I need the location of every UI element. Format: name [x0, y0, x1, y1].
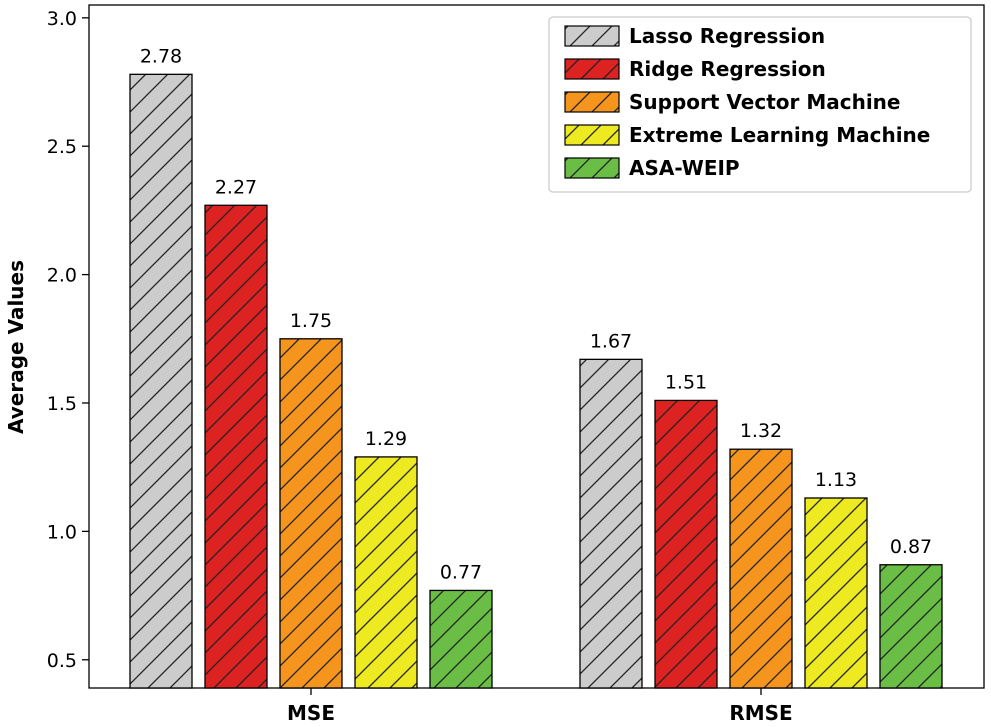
legend-swatch-support-vector-machine [564, 91, 620, 113]
value-label-mse-lasso-regression: 2.78 [140, 45, 182, 67]
y-tick-label: 2.5 [47, 136, 77, 158]
y-tick-label: 1.0 [47, 521, 77, 543]
legend-label-ridge-regression: Ridge Regression [629, 57, 826, 81]
legend-swatch-ridge-regression [564, 58, 620, 80]
value-label-mse-ridge-regression: 2.27 [215, 176, 257, 198]
y-tick-label: 2.0 [47, 265, 77, 287]
legend-label-asa-weip: ASA-WEIP [629, 156, 740, 180]
x-tick-label-mse: MSE [287, 701, 335, 725]
axes: 0.5 1.0 1.5 2.0 2.5 3.0 Average Values MSE RMSE [4, 4, 985, 725]
value-label-mse-asa-weip: 0.77 [440, 561, 482, 583]
value-label-rmse-extreme-learning-machine: 1.13 [815, 469, 857, 491]
bars-group [129, 73, 943, 689]
bar-mse-extreme-learning-machine [354, 456, 418, 689]
bar-rmse-support-vector-machine [729, 448, 793, 689]
y-tick-label: 0.5 [47, 650, 77, 672]
bar-rmse-lasso-regression [579, 358, 643, 689]
legend: Lasso Regression Ridge Regression Support … [548, 16, 972, 193]
value-label-rmse-asa-weip: 0.87 [890, 536, 932, 558]
x-tick-label-rmse: RMSE [729, 701, 792, 725]
bar-mse-support-vector-machine [279, 338, 343, 689]
y-tick-label: 1.5 [47, 393, 77, 415]
value-label-mse-extreme-learning-machine: 1.29 [365, 428, 407, 450]
legend-swatch-asa-weip [564, 157, 620, 179]
bar-mse-asa-weip [429, 589, 493, 689]
legend-label-support-vector-machine: Support Vector Machine [629, 90, 900, 114]
y-axis-title: Average Values [4, 260, 28, 434]
legend-swatch-lasso-regression [564, 25, 620, 47]
value-label-rmse-ridge-regression: 1.51 [665, 371, 707, 393]
bar-rmse-extreme-learning-machine [804, 497, 868, 689]
legend-label-extreme-learning-machine: Extreme Learning Machine [629, 123, 930, 147]
legend-box [548, 16, 972, 193]
value-label-rmse-lasso-regression: 1.67 [590, 330, 632, 352]
bar-rmse-ridge-regression [654, 399, 718, 689]
value-labels-group: 2.78 2.27 1.75 1.29 0.77 1.67 1.51 1.32 1.13 0.87 [140, 45, 932, 583]
legend-label-lasso-regression: Lasso Regression [629, 24, 825, 48]
bar-mse-lasso-regression [129, 73, 193, 689]
value-label-mse-support-vector-machine: 1.75 [290, 310, 332, 332]
plot-frame [88, 4, 985, 689]
y-tick-label: 3.0 [47, 8, 77, 30]
bar-rmse-asa-weip [879, 564, 943, 689]
legend-swatch-extreme-learning-machine [564, 124, 620, 146]
bar-mse-ridge-regression [204, 204, 268, 689]
value-label-rmse-support-vector-machine: 1.32 [740, 420, 782, 442]
